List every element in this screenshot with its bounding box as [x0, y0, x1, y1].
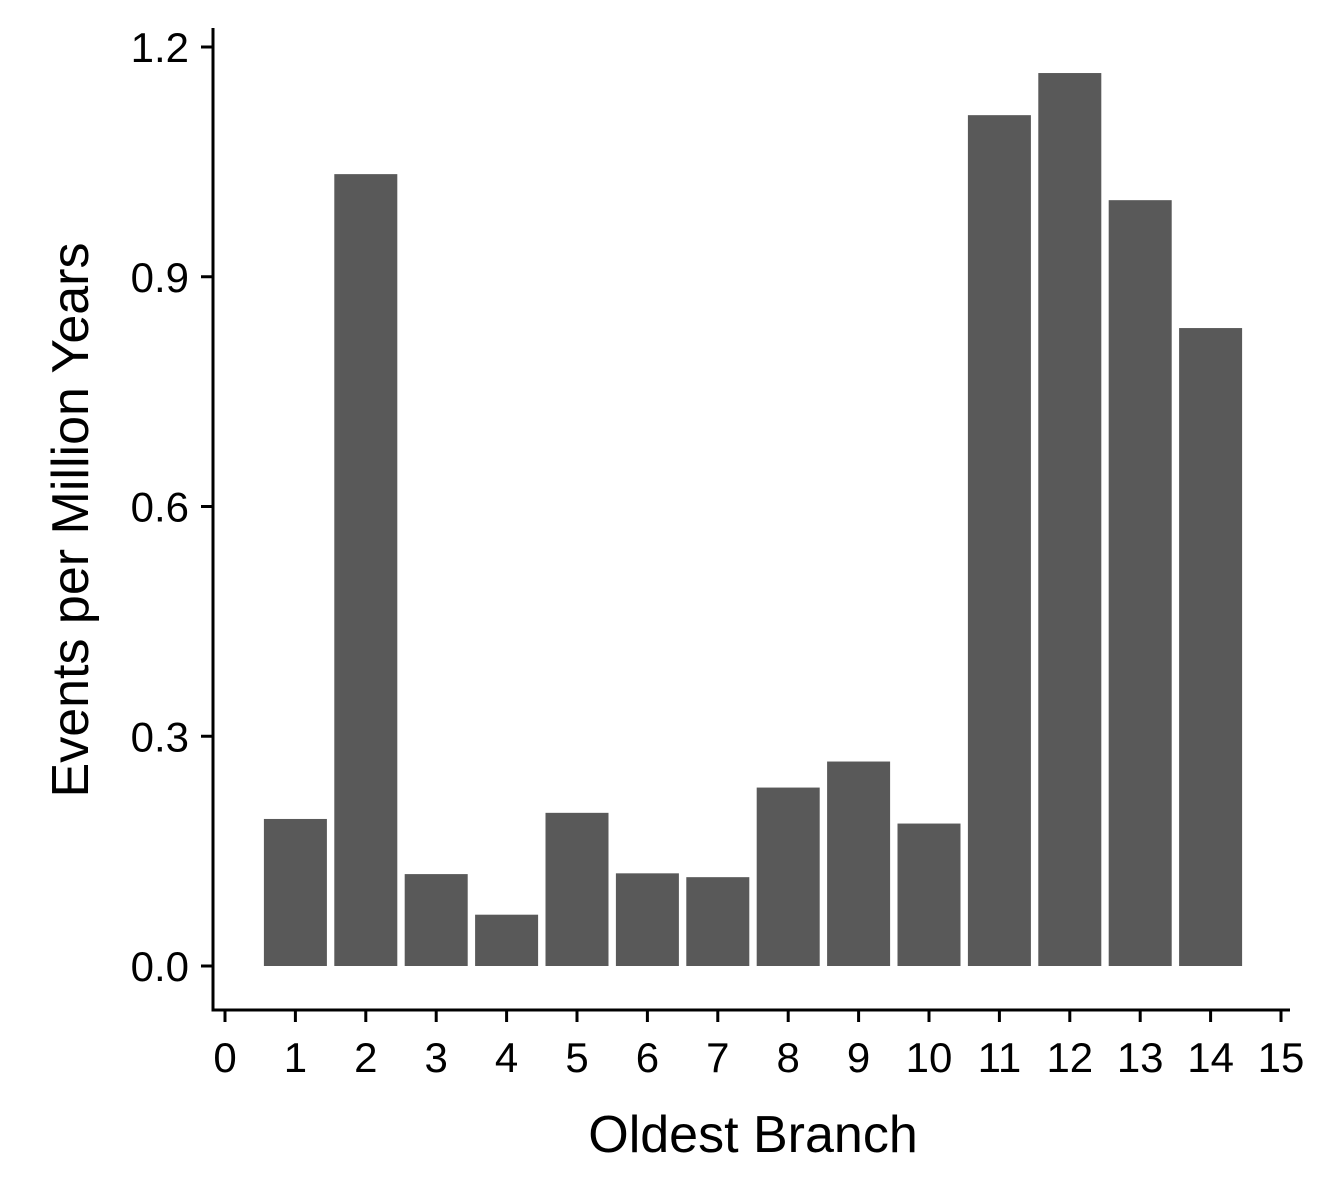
y-tick-label: 0.0 — [131, 943, 189, 990]
bar-9 — [827, 761, 891, 966]
x-tick-label: 3 — [425, 1034, 448, 1081]
bar-11 — [967, 115, 1031, 966]
y-tick-label: 0.3 — [131, 713, 189, 760]
x-tick-label: 12 — [1046, 1034, 1093, 1081]
x-tick-label: 6 — [636, 1034, 659, 1081]
bar-1 — [263, 818, 327, 966]
bar-3 — [404, 874, 468, 966]
bar-14 — [1179, 328, 1243, 967]
x-tick-label: 15 — [1258, 1034, 1305, 1081]
x-tick-label: 8 — [777, 1034, 800, 1081]
bar-13 — [1108, 200, 1172, 966]
bar-7 — [686, 877, 750, 966]
bar-10 — [897, 823, 961, 966]
x-tick-label: 9 — [847, 1034, 870, 1081]
bar-4 — [475, 914, 539, 966]
x-tick-label: 13 — [1117, 1034, 1164, 1081]
bar-8 — [756, 787, 820, 966]
x-tick-label: 10 — [906, 1034, 953, 1081]
x-tick-label: 14 — [1187, 1034, 1234, 1081]
y-tick-label: 1.2 — [131, 24, 189, 71]
x-tick-label: 5 — [565, 1034, 588, 1081]
x-axis: 0 1 2 3 4 5 6 7 8 9 10 11 12 13 14 15 — [211, 1008, 1305, 1081]
y-axis: 0.0 0.3 0.6 0.9 1.2 — [131, 24, 215, 1012]
x-axis-title: Oldest Branch — [588, 1106, 918, 1164]
y-tick-label: 0.9 — [131, 254, 189, 301]
x-tick-label: 1 — [284, 1034, 307, 1081]
y-tick-label: 0.6 — [131, 484, 189, 531]
bar-5 — [545, 812, 609, 966]
bar-6 — [615, 873, 679, 966]
x-tick-label: 11 — [978, 1034, 1022, 1081]
bar-12 — [1038, 73, 1102, 966]
bars-group — [263, 73, 1243, 967]
x-tick-label: 7 — [706, 1034, 729, 1081]
y-axis-title: Events per Million Years — [42, 243, 100, 798]
bar-2 — [334, 174, 398, 967]
x-tick-label: 0 — [213, 1034, 236, 1081]
x-tick-label: 2 — [354, 1034, 377, 1081]
x-tick-label: 4 — [495, 1034, 518, 1081]
